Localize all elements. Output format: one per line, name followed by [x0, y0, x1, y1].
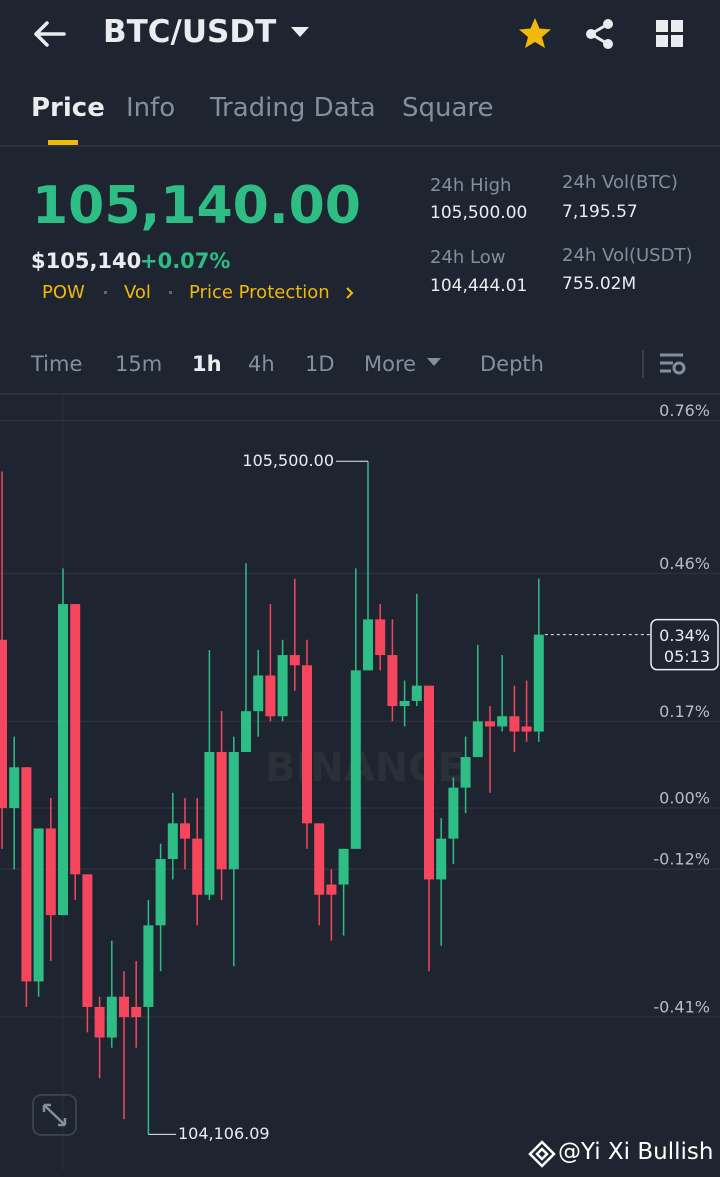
tag[interactable]: Price Protection: [189, 282, 330, 303]
candle-body: [180, 823, 190, 839]
stat-value: 7,195.57: [562, 202, 638, 222]
candle-body: [350, 670, 361, 849]
tab-indicator: [48, 140, 78, 145]
candle-body: [82, 874, 93, 1007]
candle-body: [375, 619, 386, 656]
candle-body: [363, 619, 373, 671]
candle-body: [143, 925, 154, 1007]
stat-value: 755.02M: [562, 274, 637, 294]
candle-body: [265, 675, 276, 717]
watermark: @Yi Xi Bullish: [558, 1139, 714, 1165]
candle-body: [338, 848, 349, 885]
candle-body: [167, 823, 178, 860]
stat-label: 24h Low: [430, 247, 506, 268]
interval[interactable]: Depth: [480, 352, 544, 376]
candle-body: [472, 721, 483, 758]
candle-body: [155, 859, 166, 926]
separator: [104, 291, 107, 294]
y-tick-label: 0.00%: [659, 789, 710, 808]
y-tick-label: 0.46%: [659, 554, 710, 573]
candle-body: [58, 604, 68, 916]
current-price-label: 0.34%: [659, 626, 710, 645]
annotation-label: 105,500.00: [242, 451, 334, 470]
last-price: 105,140.00: [32, 176, 361, 236]
candle-body: [21, 767, 32, 982]
candle-body: [0, 639, 7, 809]
candle-body: [497, 716, 508, 727]
menu-grid[interactable]: [656, 20, 684, 48]
candle-body: [45, 828, 56, 916]
stat-value: 105,500.00: [430, 203, 528, 223]
candle-body: [216, 751, 227, 870]
y-tick-label: -0.12%: [653, 850, 710, 869]
stat-label: 24h Vol(BTC): [562, 172, 678, 193]
candle-body: [424, 685, 434, 880]
usd-price: $105,140: [31, 249, 142, 273]
logo-watermark: BINANCE: [265, 745, 465, 791]
candle-body: [70, 604, 81, 875]
separator: [169, 291, 172, 294]
candle-body: [131, 1006, 142, 1018]
stat-value: 104,444.01: [430, 276, 528, 296]
candle-body: [119, 996, 129, 1018]
candle-body: [326, 884, 337, 895]
candle-body: [387, 655, 398, 707]
back-button[interactable]: [32, 18, 68, 50]
tab[interactable]: Trading Data: [210, 93, 376, 123]
y-tick-label: 0.17%: [659, 702, 710, 721]
dropdown-caret[interactable]: [291, 27, 309, 39]
tab[interactable]: Square: [402, 93, 494, 123]
candle-body: [399, 700, 410, 707]
dropdown-caret[interactable]: [427, 358, 441, 367]
expand-button[interactable]: [32, 1094, 77, 1136]
candle-body: [411, 685, 422, 701]
candle-body: [33, 828, 44, 982]
y-tick-label: -0.41%: [653, 998, 710, 1017]
candle-body: [9, 767, 20, 809]
candle-body: [302, 665, 312, 824]
stat-label: 24h Vol(USDT): [562, 245, 693, 266]
chart-settings[interactable]: [659, 352, 687, 376]
candle-body: [204, 751, 215, 895]
pair-title[interactable]: BTC/USDT: [103, 14, 277, 50]
interval[interactable]: 4h: [248, 352, 275, 376]
candle-body: [289, 655, 300, 666]
candle-body: [277, 655, 288, 717]
y-tick-label: 0.76%: [659, 401, 710, 420]
tag[interactable]: Vol: [124, 282, 151, 303]
candle-body: [448, 787, 459, 839]
candle-body: [228, 751, 239, 870]
interval[interactable]: Time: [31, 352, 83, 376]
price-change: +0.07%: [140, 249, 231, 273]
annotation-label: 104,106.09: [178, 1124, 270, 1143]
logo-icon: [528, 1140, 556, 1168]
chevron[interactable]: [345, 286, 355, 300]
candle-body: [241, 711, 251, 752]
candle-body: [94, 1006, 105, 1038]
stat-label: 24h High: [430, 175, 512, 196]
candle-body: [521, 726, 532, 732]
candle-body: [436, 838, 447, 880]
candle-body: [253, 675, 264, 712]
interval[interactable]: 1h: [192, 352, 222, 376]
interval[interactable]: 1D: [305, 352, 335, 376]
current-price-box: [650, 618, 719, 671]
share-button[interactable]: [584, 18, 616, 50]
tag[interactable]: POW: [42, 282, 85, 303]
tab[interactable]: Info: [126, 93, 176, 123]
candle-body: [314, 823, 325, 895]
interval[interactable]: 15m: [115, 352, 163, 376]
candle-body: [485, 721, 495, 727]
candle-body: [533, 634, 544, 732]
candle-body: [192, 838, 203, 895]
candle-body: [509, 716, 520, 732]
tab[interactable]: Price: [31, 93, 105, 123]
favorite-star[interactable]: [518, 17, 552, 49]
interval[interactable]: More: [364, 352, 417, 376]
candle-body: [460, 757, 471, 788]
countdown: 05:13: [664, 647, 710, 666]
candle-body: [106, 996, 117, 1038]
